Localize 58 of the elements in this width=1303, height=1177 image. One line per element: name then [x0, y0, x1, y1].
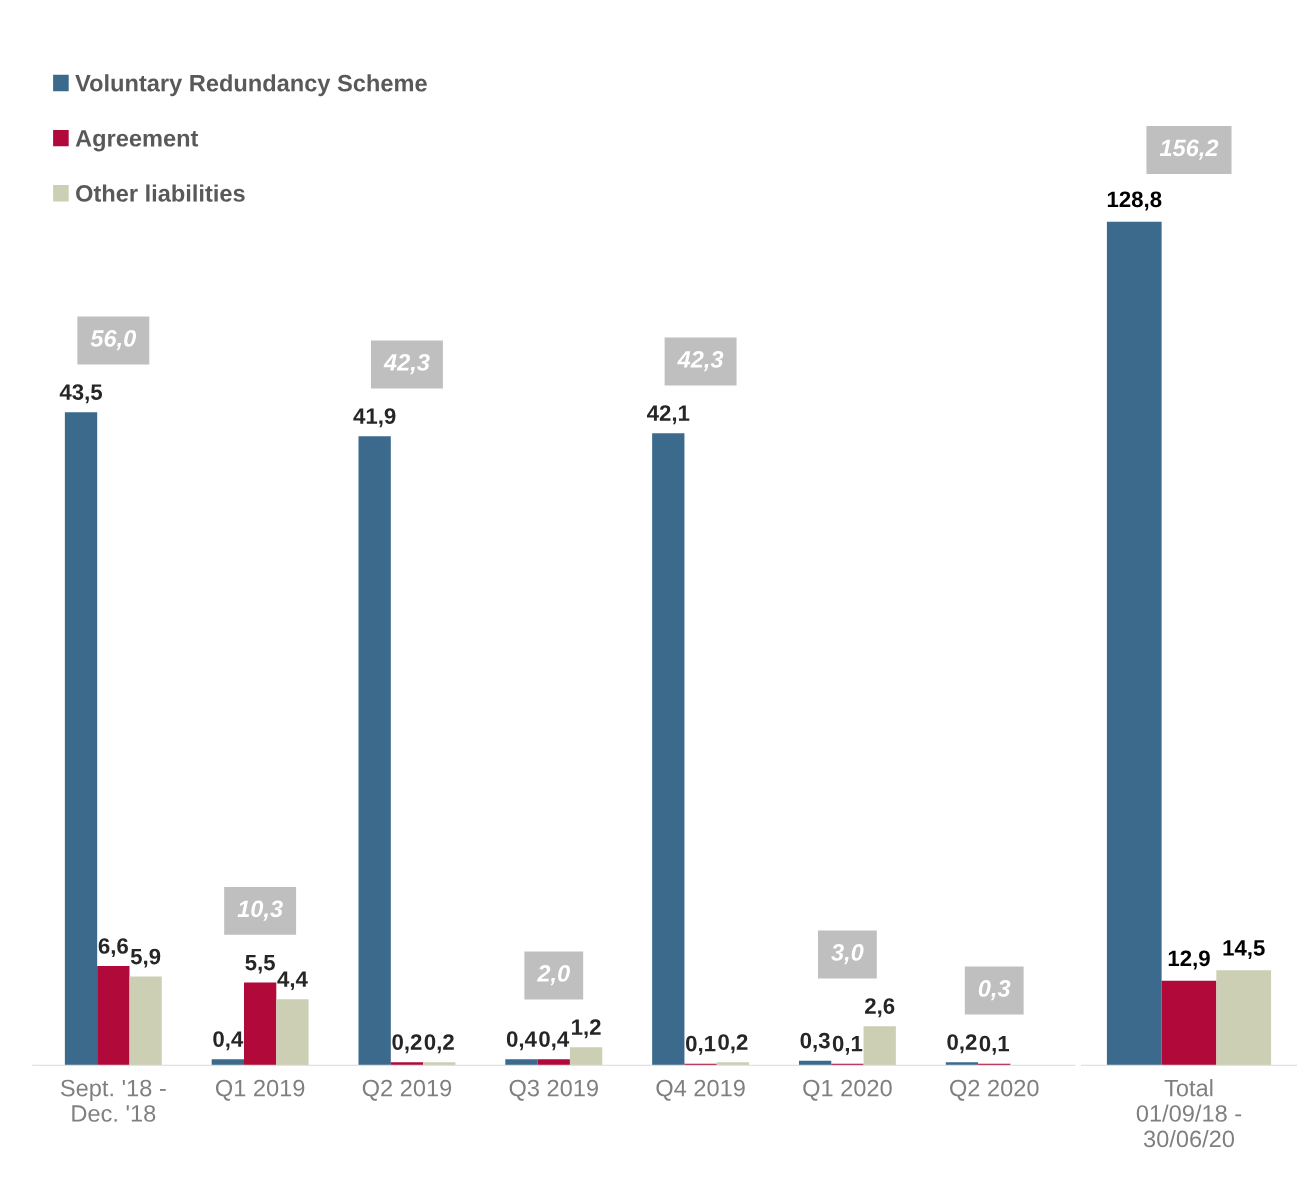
- data-label: 0,2: [424, 1034, 454, 1054]
- bar: [505, 1059, 538, 1066]
- total-label: 3,0: [831, 944, 864, 965]
- x-tick-label: Q3 2019: [509, 1079, 598, 1101]
- legend-label: Agreement: [75, 130, 199, 152]
- data-label: 0,2: [392, 1034, 422, 1054]
- data-label: 5,9: [130, 948, 161, 968]
- bar: [64, 412, 98, 1066]
- legend-label: Other liabilities: [76, 184, 245, 202]
- bar: [390, 1062, 424, 1066]
- x-tick-label: Q2 2019: [362, 1079, 452, 1101]
- data-label: 0,4: [539, 1031, 570, 1051]
- legend-label: Voluntary Redundancy Scheme: [75, 74, 427, 97]
- x-tick-label: Q4 2019: [656, 1079, 745, 1101]
- total-label: 0,3: [978, 980, 1011, 1001]
- data-label: 0,2: [947, 1034, 977, 1054]
- data-label: 0,1: [832, 1035, 863, 1055]
- bar: [276, 999, 309, 1066]
- total-label: 56,0: [90, 330, 137, 351]
- bar: [716, 1062, 750, 1066]
- data-label: 0,1: [979, 1035, 1010, 1055]
- bar: [945, 1062, 979, 1066]
- data-label: 6,6: [98, 938, 128, 958]
- data-label: 41,9: [353, 408, 396, 428]
- bar: [358, 436, 391, 1066]
- data-label: 0,4: [213, 1031, 244, 1051]
- bar: [863, 1026, 896, 1066]
- bar: [243, 982, 277, 1066]
- x-tick-label: Total 01/09/18 - 30/06/20: [1136, 1079, 1242, 1148]
- total-label: 42,3: [677, 351, 724, 372]
- data-label: 0,2: [718, 1034, 748, 1054]
- data-label: 5,5: [245, 954, 275, 974]
- data-label: 1,2: [572, 1019, 601, 1039]
- data-label: 128,8: [1107, 191, 1162, 211]
- total-label: 10,3: [237, 900, 283, 921]
- bar: [652, 433, 685, 1066]
- data-label: 2,6: [865, 998, 895, 1018]
- x-tick-label: Q1 2020: [803, 1079, 892, 1101]
- x-tick-label: Q2 2020: [950, 1079, 1039, 1101]
- data-label: 12,9: [1168, 950, 1210, 970]
- total-label: 156,2: [1159, 139, 1219, 160]
- data-label: 0,4: [506, 1031, 537, 1051]
- data-label: 0,3: [800, 1032, 830, 1052]
- bar: [423, 1062, 456, 1066]
- data-label: 0,1: [686, 1035, 716, 1055]
- x-tick-label: Q1 2019: [215, 1079, 305, 1101]
- bar: [569, 1047, 603, 1066]
- bar: [97, 966, 130, 1066]
- data-label: 43,5: [59, 384, 103, 404]
- bar: [211, 1059, 244, 1066]
- x-tick-label: Sept. '18 - Dec. '18: [60, 1079, 166, 1122]
- data-label: 14,5: [1223, 940, 1265, 959]
- total-label: 2,0: [537, 965, 570, 986]
- total-label: 42,3: [383, 354, 430, 375]
- bar: [537, 1059, 570, 1066]
- data-label: 42,1: [647, 405, 690, 425]
- data-label: 4,4: [277, 971, 308, 991]
- bar: [129, 976, 162, 1066]
